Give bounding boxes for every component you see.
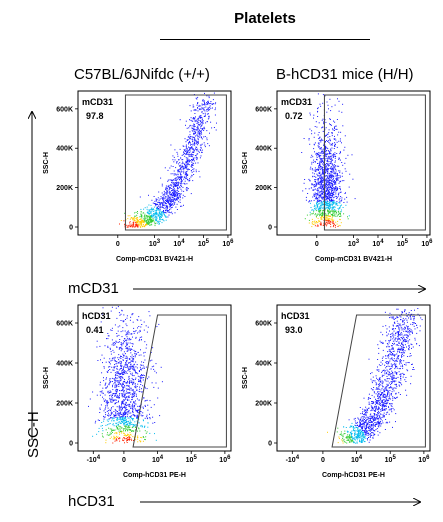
y-tick-label: 400K [255,146,272,153]
y-axis-title: SSC-H [43,367,50,389]
gate-percent-label: 0.41 [86,325,104,335]
y-tick-label: 0 [268,225,272,232]
y-tick-label: 200K [56,185,73,192]
y-tick-label: 200K [255,185,272,192]
x-axis-title: Comp-hCD31 PE-H [322,472,385,479]
gate-polygon [323,94,426,231]
x-tick-label: 106 [219,455,231,464]
gate-polygon [132,314,227,448]
x-tick-label: 105 [186,455,198,464]
y-tick-label: 600K [56,321,73,328]
x-axis-title: Comp-mCD31 BV421-H [315,256,392,263]
x-tick-label: 103 [149,239,161,248]
y-tick-label: 200K [56,401,73,408]
y-axis-title: SSC-H [43,152,50,174]
column-header-humanized: B-hCD31 mice (H/H) [276,66,414,83]
y-tick-label: 400K [56,146,73,153]
gate-polygon [331,314,426,448]
figure-title: Platelets [234,10,296,27]
gate-percent-label: 93.0 [285,325,303,335]
y-tick-label: 600K [255,106,272,113]
plot-frame [276,90,431,236]
y-tick-label: 600K [56,106,73,113]
x-tick-label: 104 [173,239,185,248]
gate-name-label: hCD31 [281,311,310,321]
x-tick-label: 106 [222,239,234,248]
x-tick-label: 0 [321,457,325,464]
x-tick-label: 104 [152,455,164,464]
x-tick-label: -104 [87,455,101,464]
y-tick-label: 600K [255,321,272,328]
event-dots [119,92,217,228]
y-tick-label: 200K [255,401,272,408]
x-tick-label: 0 [116,241,120,248]
y-tick-label: 0 [69,441,73,448]
x-axis-title: Comp-hCD31 PE-H [123,472,186,479]
gate-name-label: hCD31 [82,311,111,321]
gate-percent-label: 97.8 [86,111,104,121]
y-axis-title: SSC-H [242,152,249,174]
x-tick-label: 0 [122,457,126,464]
x-tick-label: 103 [348,239,360,248]
x-tick-label: 0 [315,241,319,248]
gate-name-label: mCD31 [281,97,312,107]
y-tick-label: 400K [255,361,272,368]
y-tick-label: 0 [69,225,73,232]
x-tick-label: 104 [351,455,363,464]
event-dots [327,308,423,444]
x-tick-label: 105 [198,239,210,248]
column-header-wildtype: C57BL/6JNifdc (+/+) [74,66,210,83]
event-dots [88,306,163,444]
y-tick-label: 0 [268,441,272,448]
gate-name-label: mCD31 [82,97,113,107]
event-dots [301,93,356,228]
title-underline [160,39,370,40]
x-tick-label: 106 [421,239,433,248]
row-label-hcd31: hCD31 [68,493,115,510]
y-tick-label: 400K [56,361,73,368]
x-axis-title: Comp-mCD31 BV421-H [116,256,193,263]
y-axis-title: SSC-H [242,367,249,389]
x-tick-label: 105 [385,455,397,464]
x-tick-label: -104 [286,455,300,464]
row-label-mcd31: mCD31 [68,280,119,297]
ssc-outer-label: SSC-H [25,411,42,458]
x-tick-label: 105 [397,239,409,248]
x-tick-label: 104 [372,239,384,248]
gate-percent-label: 0.72 [285,111,303,121]
gate-polygon [124,94,227,231]
x-tick-label: 106 [418,455,430,464]
